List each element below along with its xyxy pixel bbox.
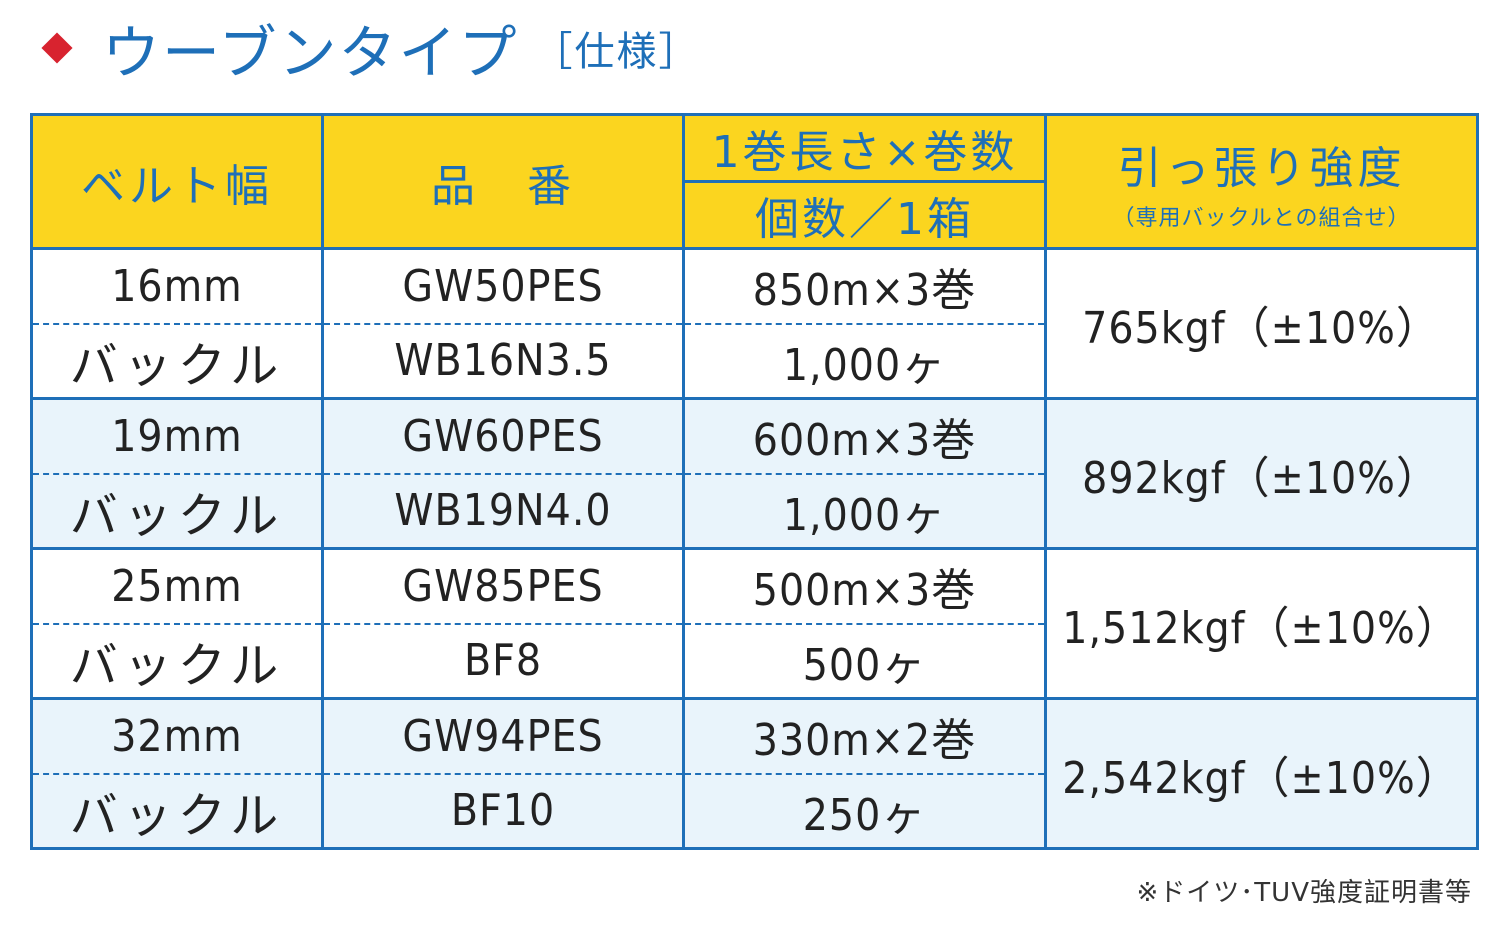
spec-table-header: ベルト幅 品 番 1巻長さ×巻数 引っ張り強度 （専用バックルとの組合せ） 個数… (30, 113, 1479, 250)
table-row: 16mm GW50PES 850m×3巻 765kgf（±10%） (30, 247, 1479, 400)
header-roll-length: 1巻長さ×巻数 (682, 113, 1047, 183)
header-strength: 引っ張り強度 （専用バックルとの組合せ） (1044, 113, 1479, 250)
table-row: バックル BF10 250ヶ (30, 772, 1478, 850)
belt-width-cell: 19mm (30, 397, 324, 475)
header-units-per-box: 個数／1箱 (682, 180, 1047, 250)
buckle-qty-cell: 250ヶ (682, 772, 1047, 850)
header-strength-label: 引っ張り強度 (1117, 142, 1406, 194)
buckle-part-cell: BF10 (321, 772, 685, 850)
strength-cell: 892kgf（±10%） (1044, 397, 1479, 550)
strength-cell: 2,542kgf（±10%） (1044, 697, 1479, 850)
header-part-number: 品 番 (321, 113, 685, 250)
buckle-label-cell: バックル (30, 472, 324, 550)
buckle-qty-cell: 500ヶ (682, 622, 1047, 700)
header-belt-width: ベルト幅 (30, 113, 324, 250)
roll-cell: 500m×3巻 (682, 547, 1047, 625)
belt-width-cell: 32mm (30, 697, 324, 775)
page-heading: ウーブンタイプ ［仕様］ (38, 8, 701, 88)
table-row: 19mm GW60PES 600m×3巻 892kgf（±10%） (30, 397, 1479, 550)
buckle-part-cell: WB19N4.0 (321, 472, 685, 550)
page-subtitle: ［仕様］ (532, 29, 701, 75)
spec-table: ベルト幅 品 番 1巻長さ×巻数 引っ張り強度 （専用バックルとの組合せ） 個数… (30, 113, 1479, 850)
belt-part-cell: GW94PES (321, 697, 685, 775)
buckle-qty-cell: 1,000ヶ (682, 472, 1047, 550)
diamond-bullet-icon (41, 32, 73, 64)
belt-part-cell: GW50PES (321, 247, 685, 325)
roll-cell: 330m×2巻 (682, 697, 1047, 775)
page-title: ウーブンタイプ (102, 19, 519, 87)
buckle-label-cell: バックル (30, 622, 324, 700)
belt-width-cell: 25mm (30, 547, 324, 625)
buckle-part-cell: BF8 (321, 622, 685, 700)
belt-part-cell: GW60PES (321, 397, 685, 475)
table-row: バックル BF8 500ヶ (30, 622, 1478, 700)
strength-cell: 1,512kgf（±10%） (1044, 547, 1479, 700)
belt-width-cell: 16mm (30, 247, 324, 325)
buckle-qty-cell: 1,000ヶ (682, 322, 1047, 400)
header-strength-note: （専用バックルとの組合せ） (1112, 205, 1411, 231)
belt-part-cell: GW85PES (321, 547, 685, 625)
roll-cell: 600m×3巻 (682, 397, 1047, 475)
roll-cell: 850m×3巻 (682, 247, 1047, 325)
buckle-label-cell: バックル (30, 772, 324, 850)
buckle-label-cell: バックル (30, 322, 324, 400)
buckle-part-cell: WB16N3.5 (321, 322, 685, 400)
table-row: バックル WB19N4.0 1,000ヶ (30, 472, 1478, 550)
table-row: バックル WB16N3.5 1,000ヶ (30, 322, 1478, 400)
table-row: 25mm GW85PES 500m×3巻 1,512kgf（±10%） (30, 547, 1479, 700)
strength-cell: 765kgf（±10%） (1044, 247, 1479, 400)
footnote: ※ドイツ･TUV強度証明書等 (1136, 878, 1472, 908)
table-row: 32mm GW94PES 330m×2巻 2,542kgf（±10%） (30, 697, 1479, 850)
